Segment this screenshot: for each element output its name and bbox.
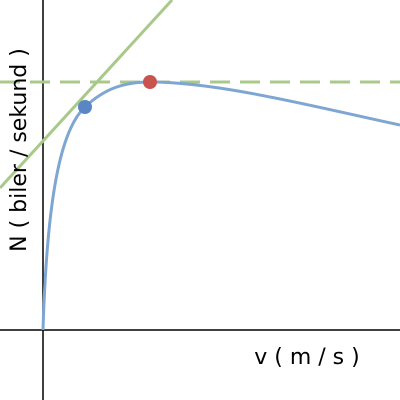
y-axis-label: N ( biler / sekund ) — [7, 48, 32, 252]
max-point — [143, 75, 157, 89]
x-axis-label: v ( m / s ) — [254, 345, 359, 370]
tangent-point — [78, 100, 92, 114]
curve — [41, 80, 400, 331]
tangent-line — [0, 0, 174, 190]
